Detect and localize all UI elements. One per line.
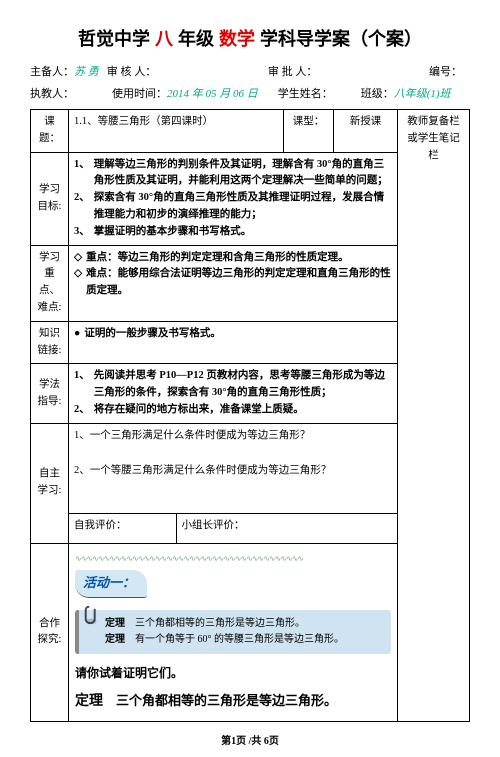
theorem-box: 定理 三个角都相等的三角形是等边三角形。 定理 有一个角等于 60° 的等腰三角… [75,610,391,654]
page-footer: 第1页 /共 6页 [30,732,470,747]
meta-row-2: 执教人： 使用时间：2014 年 05 月 06 日 学生姓名： 班级：八年级(… [30,85,470,101]
meta-row-1: 主备人：苏 勇 审 核 人： 审 批 人： 编号： [30,63,470,79]
clip-icon [83,604,101,626]
activity-banner: 活动一： [75,570,147,598]
page-title: 哲觉中学 八 年级 数学 学科导学案（个案） [30,25,470,51]
main-table: 课题： 1.1、等腰三角形（第四课时） 课型： 新授课 教师复备栏或学生笔记栏 … [30,109,470,722]
row-topic: 课题： 1.1、等腰三角形（第四课时） 课型： 新授课 教师复备栏或学生笔记栏 [31,110,470,153]
wavy-divider [75,556,391,562]
